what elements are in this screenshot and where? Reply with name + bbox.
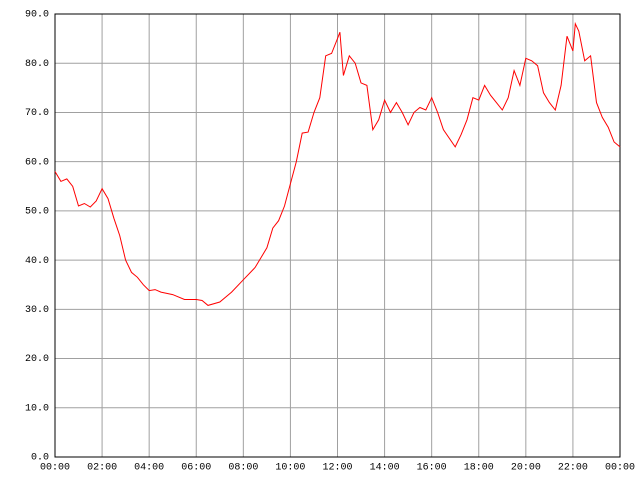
x-tick-label: 02:00	[87, 463, 117, 474]
x-tick-label: 06:00	[181, 463, 211, 474]
y-tick-label: 40.0	[25, 256, 49, 267]
x-tick-label: 18:00	[464, 463, 494, 474]
y-tick-label: 70.0	[25, 108, 49, 119]
x-tick-label: 14:00	[370, 463, 400, 474]
x-tick-label: 22:00	[558, 463, 588, 474]
y-tick-label: 10.0	[25, 403, 49, 414]
x-tick-label: 10:00	[275, 463, 305, 474]
x-tick-label: 04:00	[134, 463, 164, 474]
x-tick-label: 00:00	[605, 463, 635, 474]
x-tick-label: 00:00	[40, 463, 70, 474]
x-tick-label: 12:00	[322, 463, 352, 474]
y-tick-label: 80.0	[25, 59, 49, 70]
y-tick-label: 30.0	[25, 305, 49, 316]
x-tick-label: 20:00	[511, 463, 541, 474]
x-tick-label: 08:00	[228, 463, 258, 474]
x-tick-label: 16:00	[417, 463, 447, 474]
y-tick-label: 20.0	[25, 354, 49, 365]
y-tick-label: 90.0	[25, 10, 49, 21]
y-tick-label: 0.0	[31, 453, 49, 464]
y-tick-label: 60.0	[25, 157, 49, 168]
plot-frame	[54, 13, 621, 458]
y-tick-label: 50.0	[25, 207, 49, 218]
data-line	[54, 21, 621, 306]
